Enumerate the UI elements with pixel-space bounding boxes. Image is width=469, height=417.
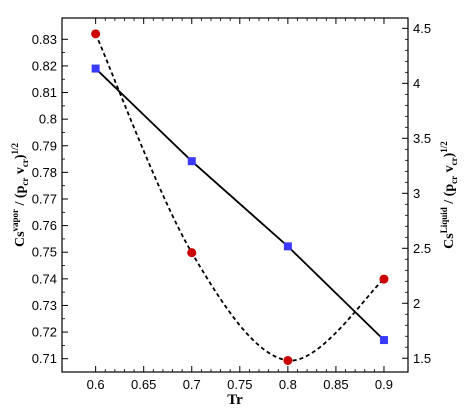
x-tick-label: 0.8	[279, 377, 297, 392]
right-y-tick-label: 4	[413, 76, 420, 91]
left-y-tick-label: 0.83	[32, 32, 57, 47]
series-1-line	[94, 33, 385, 362]
right-y-title-sub1: cr	[449, 176, 459, 184]
left-y-tick-label: 0.77	[32, 191, 57, 206]
plot-frame	[61, 17, 409, 373]
left-y-tick-label: 0.76	[32, 218, 57, 233]
x-tick-label: 0.9	[375, 377, 393, 392]
left-y-title-mid2: v	[13, 167, 28, 178]
x-tick-label: 0.85	[323, 377, 348, 392]
right-y-tick-label: 1.5	[413, 351, 431, 366]
left-y-title-end: )	[13, 154, 28, 159]
series-1-point	[91, 29, 101, 39]
left-y-tick-label: 0.72	[32, 325, 57, 340]
left-y-tick-label: 0.75	[32, 245, 57, 260]
x-axis-title: Tr	[227, 392, 243, 408]
left-y-title-mid: / (p	[13, 185, 28, 209]
right-y-title-sup: Liquid	[439, 207, 449, 233]
left-y-axis-title: Csvapor / (pcr vcr)1/2	[10, 142, 30, 247]
left-y-tick-label: 0.8	[39, 112, 57, 127]
series-0-point	[187, 157, 196, 166]
left-y-tick-label: 0.79	[32, 138, 57, 153]
left-y-tick-label: 0.82	[32, 58, 57, 73]
series-0-point	[283, 242, 292, 251]
left-y-title-sub2: cr	[20, 159, 30, 167]
series-1-point	[283, 355, 293, 365]
left-y-title-sub1: cr	[20, 178, 30, 186]
right-y-axis-title: CsLiquid / (pcr vcr)1/2	[439, 141, 459, 249]
x-tick-label: 0.65	[131, 377, 156, 392]
x-tick-label: 0.75	[227, 377, 252, 392]
right-y-title-sub2: cr	[449, 157, 459, 165]
left-y-title-main: Cs	[13, 231, 28, 247]
left-y-tick-label: 0.71	[32, 351, 57, 366]
left-y-title-sup2: 1/2	[10, 142, 20, 154]
x-tick-label: 0.6	[87, 377, 105, 392]
right-y-title-sup2: 1/2	[439, 141, 449, 153]
left-y-title-sup: vapor	[10, 209, 20, 232]
series-1-point	[379, 274, 389, 284]
right-y-tick-label: 3.5	[413, 131, 431, 146]
right-y-title-mid: / (p	[442, 184, 457, 208]
series-0-point	[379, 336, 388, 345]
right-y-title-end: )	[442, 152, 457, 157]
left-y-tick-label: 0.74	[32, 271, 57, 286]
left-y-tick-label: 0.73	[32, 298, 57, 313]
right-y-tick-label: 3	[413, 186, 420, 201]
series-0-line	[95, 67, 385, 341]
right-y-tick-label: 2	[413, 296, 420, 311]
left-y-tick-label: 0.81	[32, 85, 57, 100]
right-y-tick-label: 2.5	[413, 241, 431, 256]
left-y-tick-label: 0.78	[32, 165, 57, 180]
series-1-point	[187, 248, 197, 258]
x-tick-label: 0.7	[183, 377, 201, 392]
right-y-title-mid2: v	[442, 165, 457, 176]
right-y-title-main: Cs	[442, 233, 457, 249]
right-y-tick-label: 4.5	[413, 21, 431, 36]
series-0-point	[91, 64, 100, 73]
